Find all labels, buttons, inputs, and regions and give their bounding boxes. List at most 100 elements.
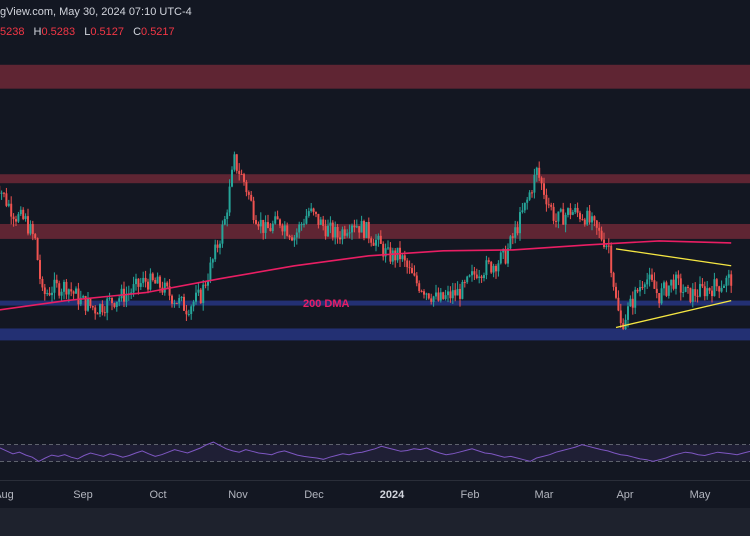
price-zones xyxy=(0,64,750,341)
candle-body-303 xyxy=(720,287,723,292)
x-tick-label-may: May xyxy=(689,489,711,501)
ohlc-readout: 5238 H0.5283 L0.5127 C0.5217 xyxy=(0,24,175,40)
candle-body-50 xyxy=(113,303,116,307)
candle-body-289 xyxy=(687,286,689,288)
candle-body-157 xyxy=(370,238,373,243)
x-tick-label-mar: Mar xyxy=(534,489,554,501)
candle-body-176 xyxy=(415,275,418,284)
candle-body-149 xyxy=(351,225,353,233)
candle-body-118 xyxy=(276,216,279,220)
candle-body-257 xyxy=(610,245,613,273)
candle-body-156 xyxy=(367,222,370,239)
candle-body-36 xyxy=(79,297,82,305)
candle-body-83 xyxy=(192,301,195,307)
candle-body-127 xyxy=(298,224,301,233)
candle-body-173 xyxy=(408,267,411,269)
candle-body-236 xyxy=(559,209,562,212)
candle-body-241 xyxy=(571,212,574,215)
candle-body-102 xyxy=(238,170,241,174)
candle-body-259 xyxy=(615,286,617,298)
candle-body-87 xyxy=(202,284,205,304)
candle-body-221 xyxy=(523,202,526,211)
candle-body-251 xyxy=(595,220,598,228)
candle-body-304 xyxy=(723,285,725,288)
candle-body-267 xyxy=(634,289,637,308)
candle-body-129 xyxy=(303,223,305,225)
x-tick-label-nov: Nov xyxy=(228,489,248,501)
candle-body-16 xyxy=(31,224,34,235)
candle-body-239 xyxy=(567,208,569,215)
candle-body-260 xyxy=(617,297,620,311)
candle-body-301 xyxy=(715,279,718,287)
candle-body-163 xyxy=(384,248,387,257)
candle-body-124 xyxy=(291,237,293,241)
candle-body-73 xyxy=(168,286,171,296)
candle-body-218 xyxy=(516,227,519,234)
candle-body-237 xyxy=(562,209,565,225)
candle-body-188 xyxy=(444,295,447,299)
triangle-upper-line xyxy=(615,248,732,267)
ohlc-low-key: L xyxy=(84,26,91,38)
candle-body-91 xyxy=(211,259,214,263)
candle-body-39 xyxy=(87,298,89,311)
candle-body-178 xyxy=(420,290,423,292)
candle-body-287 xyxy=(682,291,685,293)
candle-body-57 xyxy=(130,292,133,294)
candle-body-60 xyxy=(137,278,140,287)
candle-body-211 xyxy=(499,252,502,264)
candle-body-35 xyxy=(77,288,80,305)
candle-body-62 xyxy=(142,277,145,284)
candle-body-33 xyxy=(72,291,75,294)
candle-body-288 xyxy=(684,286,687,292)
candle-body-298 xyxy=(708,288,711,291)
rsi-line xyxy=(0,441,750,462)
candle-body-207 xyxy=(490,261,493,273)
candle-body-106 xyxy=(247,192,250,195)
candle-body-292 xyxy=(694,289,697,296)
candle-body-205 xyxy=(485,260,488,276)
candle-body-228 xyxy=(540,177,543,184)
candle-body-231 xyxy=(547,204,550,206)
candle-body-44 xyxy=(99,304,101,314)
candle-body-224 xyxy=(531,192,533,194)
candle-body-190 xyxy=(449,291,452,299)
candle-body-153 xyxy=(360,221,363,233)
resistance-zone-2 xyxy=(0,223,750,239)
candle-body-142 xyxy=(334,226,337,238)
candle-body-133 xyxy=(312,208,315,212)
candle-body-147 xyxy=(346,233,349,236)
rsi-pane xyxy=(0,441,750,462)
candle-body-28 xyxy=(60,291,63,296)
candle-body-192 xyxy=(454,290,457,296)
candle-body-43 xyxy=(96,313,99,315)
candle-body-141 xyxy=(331,222,334,238)
candle-body-101 xyxy=(235,154,238,171)
candle-body-120 xyxy=(281,225,284,232)
candle-body-216 xyxy=(511,236,514,238)
candle-body-278 xyxy=(660,288,663,304)
candle-body-210 xyxy=(497,263,500,272)
candle-body-145 xyxy=(341,229,344,240)
candle-body-4 xyxy=(3,192,5,194)
candle-body-132 xyxy=(310,208,313,212)
candle-body-229 xyxy=(543,183,545,195)
candle-body-263 xyxy=(624,319,627,329)
candle-body-247 xyxy=(586,210,589,225)
candle-body-97 xyxy=(226,212,229,220)
candle-body-296 xyxy=(703,286,706,297)
candle-body-9 xyxy=(15,219,17,222)
candle-body-8 xyxy=(12,216,15,220)
candle-body-226 xyxy=(535,167,538,175)
candle-body-55 xyxy=(125,293,128,302)
candle-body-204 xyxy=(483,275,485,278)
candle-body-276 xyxy=(655,288,658,294)
candle-body-162 xyxy=(382,243,385,257)
candle-body-193 xyxy=(456,288,459,296)
candle-body-119 xyxy=(279,219,281,226)
candle-body-26 xyxy=(55,279,58,284)
candle-body-217 xyxy=(514,227,517,238)
candle-body-121 xyxy=(283,225,286,232)
candle-body-290 xyxy=(689,287,692,302)
time-axis[interactable] xyxy=(0,480,750,509)
candle-body-6 xyxy=(7,203,10,206)
